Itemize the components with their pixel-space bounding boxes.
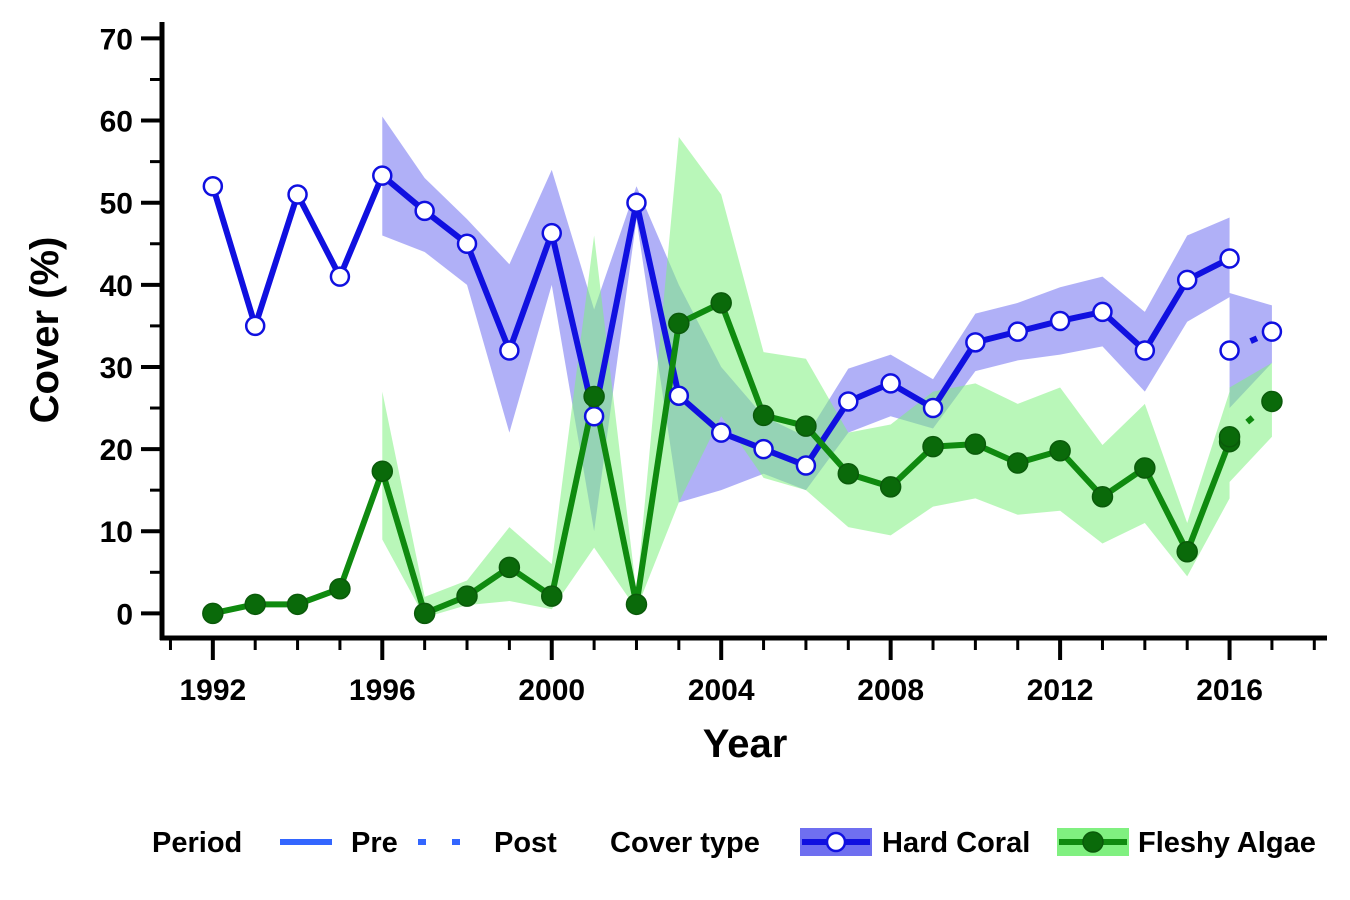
fleshy-algae-pre-point [583, 385, 605, 408]
y-tick-label: 30 [100, 352, 133, 385]
fleshy-algae-pre-point [795, 415, 817, 437]
fleshy-algae-pre-point [1134, 457, 1156, 479]
y-tick-label: 10 [100, 516, 133, 549]
fleshy-algae-pre-point [329, 577, 351, 600]
hard-coral-pre-point [583, 405, 605, 427]
hard-coral-pre-point [287, 184, 308, 205]
hard-coral-pre-point [838, 391, 859, 412]
fleshy-algae-pre-point [710, 292, 732, 314]
legend-cover-title: Cover type [610, 827, 760, 859]
y-tick-label: 50 [100, 188, 133, 221]
hard-coral-pre-point [244, 315, 266, 337]
hard-coral-pre-point [202, 176, 224, 197]
fleshy-algae-pre-point [752, 404, 775, 427]
axes [159, 22, 1327, 641]
x-tick-label: 2000 [518, 674, 585, 707]
hard-coral-pre-point [1134, 340, 1156, 361]
hard-coral-pre-point [1176, 269, 1198, 291]
hard-coral-pre-point [922, 397, 944, 419]
hard-coral-pre-point [329, 266, 351, 287]
confidence-bands [382, 116, 1272, 618]
fleshy-algae-pre-point [202, 602, 224, 625]
legend-post-label: Post [494, 827, 557, 859]
legend-fleshy-algae-label: Fleshy Algae [1138, 827, 1316, 859]
hard-coral-pre-point [456, 233, 478, 255]
fleshy-algae-pre-band [382, 136, 1230, 618]
hard-coral-pre-point [880, 373, 901, 394]
legend: Period Pre Post Cover type Hard Coral Fl… [152, 827, 1316, 859]
hard-coral-pre-point [1219, 248, 1240, 269]
fleshy-algae-pre-point [1176, 541, 1198, 563]
fleshy-algae-pre-point [498, 556, 521, 579]
x-tick-label: 2004 [688, 674, 755, 707]
y-tick-label: 60 [100, 106, 133, 139]
fleshy-algae-pre-point [837, 462, 860, 485]
hard-coral-post-point [1261, 321, 1283, 342]
fleshy-algae-pre-point [1091, 485, 1114, 508]
hard-coral-pre-point [626, 192, 647, 213]
y-tick-label: 40 [100, 270, 133, 303]
fleshy-algae-pre-point [244, 593, 266, 616]
fleshy-algae-pre-point [625, 593, 648, 616]
fleshy-algae-pre-point [456, 585, 478, 607]
hard-coral-pre-point [710, 422, 732, 443]
x-ticks: 1992 1996 2000 2004 2008 2012 2016 [168, 638, 1316, 707]
hard-coral-pre-point [414, 200, 435, 222]
hard-coral-post-point [1219, 340, 1240, 361]
hard-coral-pre-point [965, 332, 986, 353]
hard-coral-pre-point [499, 340, 520, 361]
x-tick-label: 2016 [1196, 674, 1263, 707]
fleshy-algae-post-point [1218, 426, 1241, 448]
legend-period-title: Period [152, 827, 242, 859]
series-markers [202, 165, 1283, 625]
hard-coral-pre-point [668, 385, 690, 406]
hard-coral-post-band [1229, 293, 1272, 409]
hard-coral-post-line [1228, 328, 1274, 354]
x-tick-label: 2008 [857, 674, 924, 707]
hard-coral-pre-point [753, 438, 774, 460]
hard-coral-pre-point [1007, 321, 1028, 342]
hard-coral-pre-point [1092, 301, 1113, 323]
x-tick-label: 1996 [349, 674, 416, 707]
hard-coral-pre-point [372, 165, 393, 186]
fleshy-algae-pre-point [964, 433, 987, 455]
x-tick-label: 2012 [1027, 674, 1094, 707]
fleshy-algae-pre-point [1006, 452, 1029, 474]
fleshy-algae-pre-point [286, 593, 309, 616]
legend-pre-label: Pre [351, 827, 398, 859]
y-axis-title: Cover (%) [23, 237, 67, 424]
legend-fleshy-algae-marker [1082, 831, 1104, 853]
y-tick-label: 0 [116, 598, 133, 631]
hard-coral-pre-point [1049, 310, 1071, 332]
fleshy-algae-pre-point [922, 435, 944, 458]
x-tick-label: 1992 [179, 674, 246, 707]
y-tick-label: 70 [100, 23, 133, 56]
legend-hard-coral-marker [825, 831, 847, 853]
fleshy-algae-pre-point [668, 312, 690, 335]
x-axis-title: Year [703, 722, 788, 766]
y-tick-label: 20 [100, 434, 133, 467]
hard-coral-pre-point [795, 455, 817, 476]
fleshy-algae-pre-point [1049, 439, 1071, 462]
fleshy-algae-pre-point [371, 460, 394, 483]
fleshy-algae-post-point [1261, 390, 1283, 413]
fleshy-algae-pre-point [879, 476, 902, 498]
legend-hard-coral-label: Hard Coral [882, 827, 1030, 859]
hard-coral-pre-point [541, 222, 562, 244]
fleshy-algae-post-line [1227, 399, 1274, 440]
y-ticks: 0 10 20 30 40 50 60 70 [100, 23, 162, 631]
fleshy-algae-pre-point [540, 585, 563, 607]
fleshy-algae-pre-point [413, 602, 436, 625]
